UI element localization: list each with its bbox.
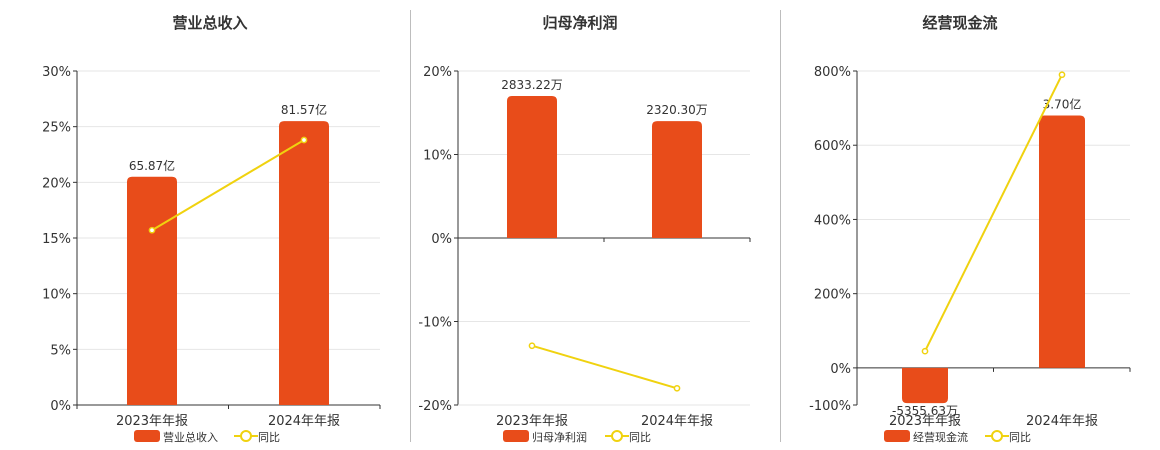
yoy-line bbox=[151, 139, 305, 232]
yoy-point bbox=[300, 136, 308, 144]
bar bbox=[902, 367, 948, 404]
legend-line-marker bbox=[991, 430, 1003, 442]
yoy-point bbox=[921, 347, 929, 355]
bar bbox=[279, 121, 329, 405]
legend-line-marker bbox=[240, 430, 252, 442]
legend-line-marker bbox=[611, 430, 623, 442]
x-category-label: 2023年年报 bbox=[496, 414, 568, 429]
y-tick-label: 400% bbox=[814, 213, 851, 228]
bar bbox=[652, 121, 702, 238]
legend-bar-swatch bbox=[503, 430, 529, 442]
y-tick-label: -10% bbox=[418, 316, 452, 331]
y-tick-label: -20% bbox=[418, 399, 452, 414]
bar-value-label: 65.87亿 bbox=[129, 158, 175, 173]
yoy-point bbox=[1058, 71, 1066, 79]
y-tick-label: -100% bbox=[809, 399, 851, 414]
bar-value-label: 3.70亿 bbox=[1043, 97, 1082, 112]
panel-divider-2 bbox=[780, 10, 781, 442]
y-tick-label: 600% bbox=[814, 139, 851, 154]
legend-bar-label: 经营现金流 bbox=[913, 430, 968, 444]
y-tick-label: 30% bbox=[42, 65, 71, 80]
panel-divider-1 bbox=[410, 10, 411, 442]
y-tick-label: 0% bbox=[830, 362, 851, 377]
yoy-line bbox=[924, 74, 1063, 352]
yoy-line bbox=[531, 344, 678, 390]
y-tick-label: 10% bbox=[42, 288, 71, 303]
y-tick-label: 800% bbox=[814, 65, 851, 80]
bar bbox=[507, 96, 557, 238]
legend-bar-swatch bbox=[134, 430, 160, 442]
y-tick-label: 25% bbox=[42, 121, 71, 136]
legend-bar-label: 归母净利润 bbox=[532, 430, 587, 444]
yoy-point bbox=[148, 226, 156, 234]
bar-value-label: -5355.63万 bbox=[892, 404, 958, 418]
chart-title: 归母净利润 bbox=[542, 14, 617, 32]
x-category-label: 2024年年报 bbox=[1026, 414, 1098, 429]
y-tick-label: 15% bbox=[42, 232, 71, 247]
y-tick-label: 10% bbox=[423, 149, 452, 164]
legend-bar-swatch bbox=[884, 430, 910, 442]
legend-bar-label: 营业总收入 bbox=[163, 430, 218, 444]
legend-line-label: 同比 bbox=[258, 431, 280, 444]
y-tick-label: 0% bbox=[50, 399, 71, 414]
y-tick-label: 0% bbox=[431, 232, 452, 247]
yoy-point bbox=[673, 384, 681, 392]
bar-value-label: 2833.22万 bbox=[501, 78, 563, 92]
bar-value-label: 2320.30万 bbox=[646, 103, 708, 117]
x-category-label: 2023年年报 bbox=[889, 414, 961, 429]
chart-title: 经营现金流 bbox=[922, 14, 997, 32]
y-tick-label: 20% bbox=[423, 65, 452, 80]
bar bbox=[1039, 115, 1085, 368]
y-tick-label: 20% bbox=[42, 176, 71, 191]
bar-value-label: 81.57亿 bbox=[281, 102, 327, 117]
y-tick-label: 5% bbox=[50, 343, 71, 358]
legend-line-label: 同比 bbox=[629, 431, 651, 444]
x-category-label: 2023年年报 bbox=[116, 414, 188, 429]
x-category-label: 2024年年报 bbox=[641, 414, 713, 429]
bar bbox=[127, 176, 177, 405]
chart-title: 营业总收入 bbox=[172, 14, 247, 32]
y-tick-label: 200% bbox=[814, 288, 851, 303]
legend-line-label: 同比 bbox=[1009, 431, 1031, 444]
yoy-point bbox=[528, 342, 536, 350]
x-category-label: 2024年年报 bbox=[268, 414, 340, 429]
